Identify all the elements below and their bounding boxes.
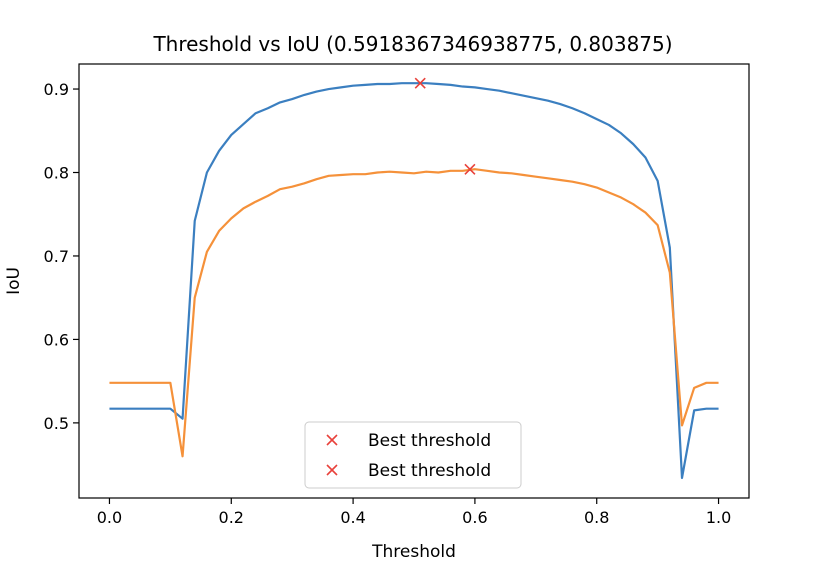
legend: Best threshold Best threshold: [304, 421, 522, 489]
y-tick-label: 0.8: [44, 164, 69, 183]
x-tick-label: 0.4: [340, 508, 365, 527]
best-threshold-marker-1: [414, 77, 426, 89]
series-line-1: [109, 82, 719, 480]
y-axis-label: IoU: [4, 267, 24, 295]
x-tick-label: 0.6: [462, 508, 487, 527]
chart-title: Threshold vs IoU (0.5918367346938775, 0.…: [152, 32, 672, 56]
best-threshold-marker-2: [464, 163, 476, 175]
x-tick-label: 0.8: [584, 508, 609, 527]
x-axis-label: Threshold: [371, 542, 456, 562]
legend-x-icon: [326, 464, 338, 476]
x-tick-label: 1.0: [706, 508, 731, 527]
y-tick-label: 0.5: [44, 414, 69, 433]
legend-label: Best threshold: [368, 431, 491, 451]
series-line-2: [109, 168, 719, 458]
legend-box: [304, 421, 522, 489]
axis-ticks: 0.0 0.2 0.4 0.6 0.8 1.0 0.5 0.6 0.7 0.8 0.9: [44, 80, 732, 527]
x-tick-label: 0.2: [219, 508, 244, 527]
y-tick-label: 0.6: [44, 330, 69, 349]
legend-item: Best threshold: [326, 461, 491, 481]
y-tick-label: 0.7: [44, 247, 69, 266]
legend-label: Best threshold: [368, 461, 491, 481]
plot-area: [109, 77, 719, 480]
y-tick-label: 0.9: [44, 80, 69, 99]
legend-item: Best threshold: [326, 431, 491, 451]
legend-x-icon: [326, 434, 338, 446]
x-tick-label: 0.0: [97, 508, 122, 527]
axes-frame: [78, 63, 750, 499]
